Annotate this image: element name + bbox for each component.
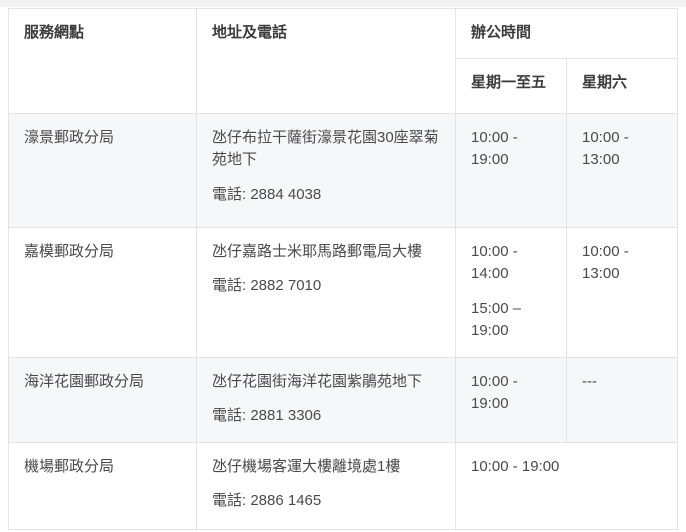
branch-address: 氹仔布拉干薩街濠景花園30座翠菊苑地下	[212, 128, 439, 169]
table-row: 濠景郵政分局 氹仔布拉干薩街濠景花園30座翠菊苑地下 電話: 2884 4038…	[8, 112, 679, 228]
cell-hours-weekday: 10:00 - 14:00 15:00 – 19:00	[455, 226, 567, 358]
branch-name: 機場郵政分局	[24, 457, 115, 475]
hours-weekday: 10:00 - 19:00	[471, 128, 518, 169]
cell-hours-saturday: 10:00 - 13:00	[565, 112, 679, 228]
branch-name: 嘉模郵政分局	[24, 242, 115, 260]
branch-phone: 電話: 2882 7010	[212, 277, 322, 294]
branch-phone: 電話: 2881 3306	[212, 407, 322, 424]
cell-hours-saturday: 10:00 - 13:00	[565, 226, 679, 358]
cell-address-phone: 氹仔嘉路士米耶馬路郵電局大樓 電話: 2882 7010	[196, 226, 456, 358]
cell-address-phone: 氹仔機場客運大樓離境處1樓 電話: 2886 1465	[196, 441, 456, 530]
cell-address-phone: 氹仔花園街海洋花園紫鵑苑地下 電話: 2881 3306	[196, 356, 456, 443]
branch-name: 海洋花園郵政分局	[24, 372, 145, 390]
cell-branch-name: 嘉模郵政分局	[8, 226, 197, 358]
header-row-sub: 星期一至五 星期六	[9, 57, 679, 114]
branch-phone: 電話: 2884 4038	[212, 185, 322, 203]
branch-address: 氹仔嘉路士米耶馬路郵電局大樓	[212, 242, 423, 260]
branch-phone: 電話: 2886 1465	[212, 492, 322, 509]
hours-weekday: 10:00 - 19:00	[471, 372, 518, 413]
table-row: 海洋花園郵政分局 氹仔花園街海洋花園紫鵑苑地下 電話: 2881 3306 10…	[8, 356, 679, 443]
branch-address: 氹仔花園街海洋花園紫鵑苑地下	[212, 372, 423, 390]
cell-branch-name: 海洋花園郵政分局	[8, 356, 197, 443]
page-top-strip	[0, 0, 686, 7]
branch-name: 濠景郵政分局	[24, 128, 115, 146]
hours-saturday: 10:00 - 13:00	[582, 128, 629, 169]
branches-table: 服務網點 地址及電話 辦公時間 星期一至五 星期六 濠景郵政分局 氹仔布拉干薩街…	[8, 8, 679, 530]
cell-address-phone: 氹仔布拉干薩街濠景花園30座翠菊苑地下 電話: 2884 4038	[196, 112, 456, 228]
col-header-weekday: 星期一至五	[455, 57, 567, 114]
hours-weekday: 15:00 – 19:00	[471, 299, 522, 340]
cell-hours-saturday: ---	[565, 356, 679, 443]
table-row: 嘉模郵政分局 氹仔嘉路士米耶馬路郵電局大樓 電話: 2882 7010 10:0…	[8, 226, 679, 358]
col-header-saturday: 星期六	[565, 57, 679, 114]
branch-address: 氹仔機場客運大樓離境處1樓	[212, 457, 401, 475]
hours-weekday: 10:00 - 14:00	[471, 242, 518, 283]
cell-branch-name: 機場郵政分局	[8, 441, 197, 530]
cell-hours-combined: 10:00 - 19:00	[454, 441, 679, 530]
hours-saturday: ---	[582, 372, 597, 390]
hours-combined: 10:00 - 19:00	[471, 457, 560, 475]
col-header-office-hours: 辦公時間	[454, 8, 679, 59]
cell-hours-weekday: 10:00 - 19:00	[455, 356, 567, 443]
header-row-main: 服務網點 地址及電話 辦公時間	[8, 8, 679, 114]
cell-hours-weekday: 10:00 - 19:00	[455, 112, 567, 228]
cell-branch-name: 濠景郵政分局	[8, 112, 197, 228]
col-header-service-point: 服務網點	[8, 8, 197, 114]
table-row: 機場郵政分局 氹仔機場客運大樓離境處1樓 電話: 2886 1465 10:00…	[8, 441, 679, 530]
hours-saturday: 10:00 - 13:00	[582, 242, 629, 283]
col-header-address-phone: 地址及電話	[196, 8, 456, 114]
